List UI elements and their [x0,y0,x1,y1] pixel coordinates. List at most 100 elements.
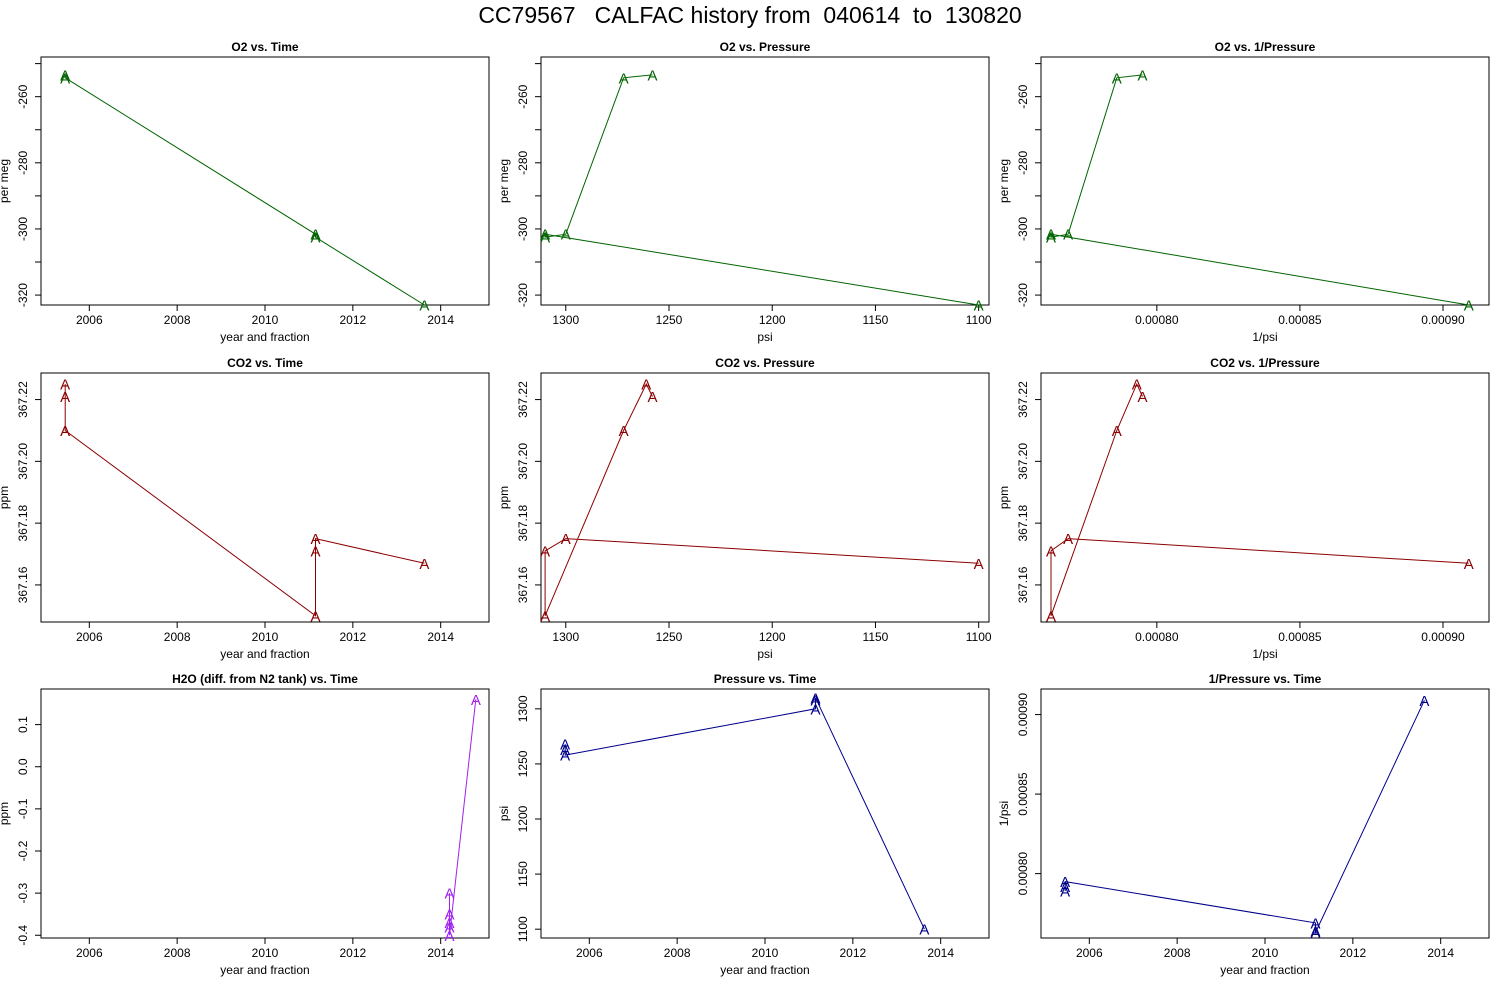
y-tick-label: 367.22 [1016,381,1030,418]
plot-panel-9: 1/Pressure vs. Time year and fraction 1/ps… [997,672,1490,977]
plot-panel-8: Pressure vs. Time year and fraction psi 200… [497,672,990,977]
data-point: A [1046,543,1056,560]
plot-frame [1040,372,1490,623]
data-point: A [419,298,429,315]
data-point: A [1464,298,1474,315]
data-point: A [641,377,651,394]
plot-frame [40,688,490,939]
data-point: A [919,922,929,939]
x-tick-label: 2014 [1427,946,1454,960]
y-tick-label: 367.22 [516,381,530,418]
x-axis-label: year and fraction [220,330,309,344]
y-tick-label: -260 [1016,84,1030,108]
data-point: A [1311,923,1321,940]
y-axis-label: ppm [997,486,1011,509]
y-tick-label: -300 [1016,217,1030,241]
y-tick-label: -320 [16,283,30,307]
x-axis-label: year and fraction [720,963,809,977]
plot-panel-6: CO2 vs. 1/Pressure 1/psi ppm 0.00080 0.00085… [997,356,1490,661]
plot-frame [1040,56,1490,306]
x-tick-label: 2012 [339,630,366,644]
x-tick-label: 1300 [552,630,579,644]
data-point: A [560,737,570,754]
data-point: A [811,690,821,707]
x-tick-label: 2008 [164,630,191,644]
x-tick-label: 2014 [427,313,454,327]
data-point: A [311,608,321,625]
plot-title: H2O (diff. from N2 tank) vs. Time [172,672,358,686]
data-point: A [974,298,984,315]
plot-frame [540,56,990,306]
data-point: A [540,227,550,244]
data-point: A [560,742,570,759]
x-tick-label: 2006 [76,946,103,960]
x-tick-label: 2012 [339,946,366,960]
x-tick-label: 2012 [839,946,866,960]
y-tick-label: 0.0 [16,758,30,775]
y-tick-label: 0.00090 [1016,693,1030,737]
plot-panel-5: CO2 vs. Pressure psi ppm 1300 1250 1200 1150 11… [497,356,992,661]
x-tick-label: 0.00085 [1278,630,1322,644]
y-tick-label: 1200 [516,805,530,832]
plot-frame [1040,688,1490,939]
data-point: A [311,227,321,244]
x-tick-label: 2010 [252,313,279,327]
data-point: A [1419,693,1429,710]
x-axis-label: psi [757,647,772,661]
data-point: A [60,377,70,394]
data-point: A [444,919,454,936]
data-point: A [1046,230,1056,247]
x-axis-label: 1/psi [1252,647,1277,661]
data-point: A [444,928,454,945]
x-tick-label: 1100 [966,313,992,327]
data-point: A [444,886,454,903]
y-axis-label: per meg [997,159,1011,203]
plot-title: Pressure vs. Time [714,672,817,686]
data-point: A [1311,915,1321,932]
y-tick-label: 367.16 [16,566,30,603]
data-point: A [1060,874,1070,891]
x-tick-label: 2008 [1164,946,1191,960]
series-line [64,384,425,617]
data-point: A [1060,884,1070,901]
plot-panel-4: CO2 vs. Time year and fraction ppm 2006 2008… [0,356,490,661]
y-axis-label: per meg [0,159,11,203]
x-tick-label: 1250 [656,313,683,327]
x-tick-label: 0.00090 [1421,313,1465,327]
x-tick-label: 1200 [759,630,786,644]
plot-title: O2 vs. Pressure [720,40,811,54]
x-axis-label: year and fraction [220,963,309,977]
x-tick-label: 0.00085 [1278,313,1322,327]
x-tick-label: 0.00080 [1135,630,1179,644]
data-point: A [560,748,570,765]
y-tick-label: 1300 [516,695,530,722]
plot-title: O2 vs. 1/Pressure [1215,40,1316,54]
data-point: A [1046,227,1056,244]
y-axis-label: ppm [0,486,11,509]
series-line [544,74,979,306]
x-tick-label: 2010 [1252,946,1279,960]
x-tick-label: 2006 [76,313,103,327]
series-line [1050,382,1469,616]
x-tick-label: 1250 [656,630,683,644]
x-tick-label: 1300 [552,313,579,327]
data-point: A [540,543,550,560]
y-tick-label: 1250 [516,750,530,777]
data-point: A [1138,389,1148,406]
y-tick-label: -320 [516,283,530,307]
x-axis-label: 1/psi [1252,330,1277,344]
data-point: A [1112,423,1122,440]
plot-panel-2: O2 vs. Pressure psi per meg 1300 1250 1200 115… [497,40,992,344]
y-tick-label: 1100 [516,916,530,942]
x-tick-label: 2014 [427,946,454,960]
y-tick-label: 367.16 [1016,566,1030,603]
y-tick-label: -280 [516,150,530,174]
plot-panel-3: O2 vs. 1/Pressure 1/psi per meg 0.00080 0.00… [997,40,1490,344]
series-line [544,382,979,616]
data-point: A [1138,67,1148,84]
data-point: A [1060,879,1070,896]
plot-frame [540,372,990,623]
plot-title: CO2 vs. Pressure [715,356,815,370]
